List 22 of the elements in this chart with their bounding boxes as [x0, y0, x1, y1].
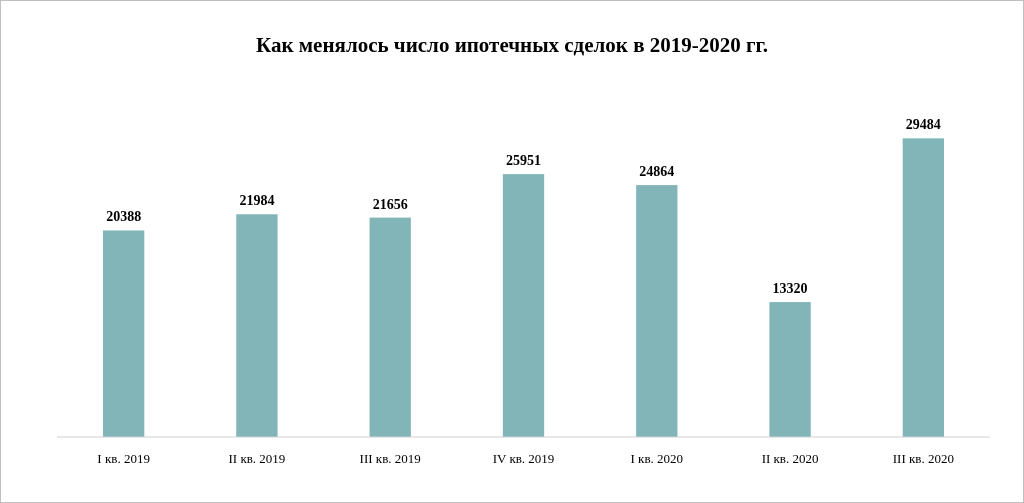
data-label: 21656 [372, 196, 408, 212]
x-tick-label: III кв. 2019 [359, 451, 421, 466]
x-tick-label: III кв. 2020 [892, 451, 954, 466]
bar [236, 214, 278, 437]
x-tick-label: II кв. 2019 [228, 451, 286, 466]
data-label: 21984 [239, 193, 275, 209]
x-tick-label: I кв. 2020 [630, 451, 684, 466]
bar [902, 138, 945, 437]
data-label: 20388 [106, 209, 142, 225]
bar [102, 230, 145, 437]
x-tick-label: IV кв. 2019 [492, 451, 555, 466]
bar [369, 217, 411, 437]
bar [502, 174, 545, 437]
bar [769, 302, 811, 437]
data-label: 13320 [772, 281, 808, 297]
x-tick-label: I кв. 2019 [97, 451, 150, 466]
bar [636, 185, 678, 437]
data-label: 29484 [905, 117, 941, 133]
x-tick-label: II кв. 2020 [761, 451, 819, 466]
data-label: 24864 [639, 164, 675, 180]
chart-title: Как менялось число ипотечных сделок в 2019-2020 гг. [256, 33, 768, 57]
data-label: 25951 [506, 153, 541, 169]
